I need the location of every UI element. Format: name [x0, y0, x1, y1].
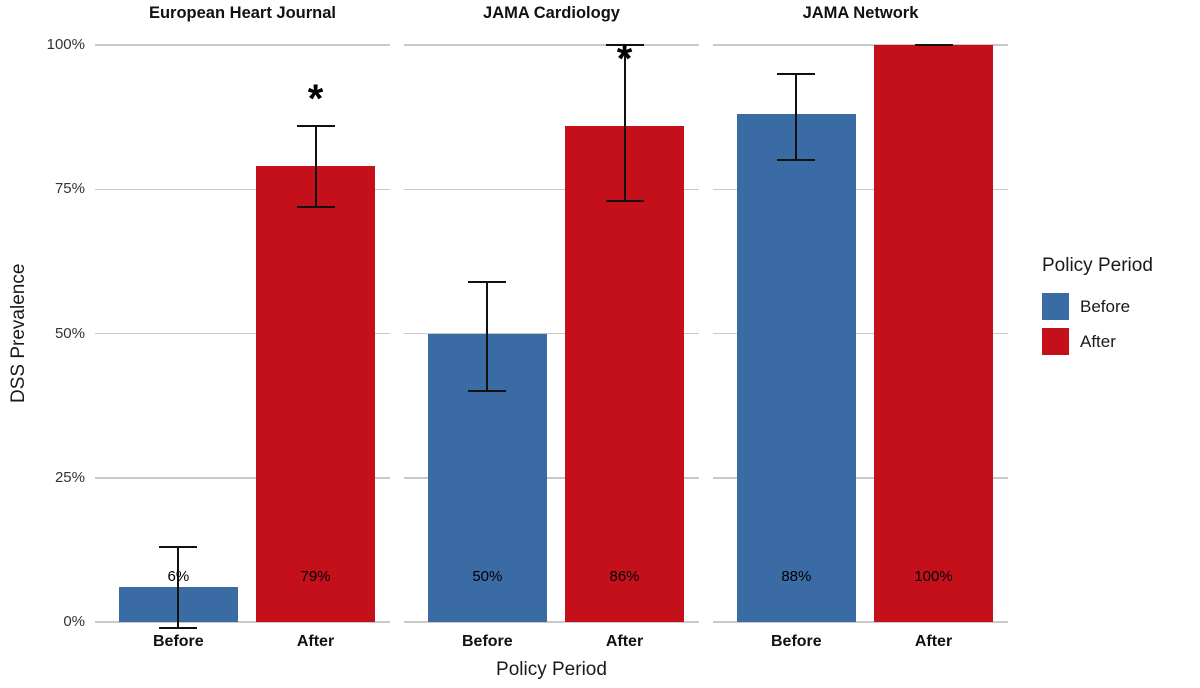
facet-panel: 6% 79% * — [95, 44, 390, 629]
gridline — [404, 621, 699, 623]
bar-after — [873, 45, 994, 622]
y-tick-label: 75% — [54, 180, 85, 198]
gridline — [404, 332, 699, 335]
bar-value-label: 86% — [609, 568, 640, 585]
bar-after — [564, 125, 685, 622]
error-bar-cap — [159, 626, 198, 629]
error-bar-line — [623, 45, 626, 201]
gridline — [713, 621, 1008, 623]
y-tick-label: 25% — [54, 468, 85, 486]
error-bar-cap — [777, 72, 816, 75]
legend-title: Policy Period — [1042, 255, 1153, 276]
gridline — [95, 477, 390, 479]
gridline — [713, 332, 1008, 335]
error-bar-cap — [296, 124, 335, 127]
legend-label: Before — [1080, 296, 1131, 316]
legend-item: After — [1042, 328, 1200, 355]
significance-asterisk: * — [307, 76, 324, 121]
x-tick-label: Before — [461, 633, 513, 650]
facet-title: JAMA Cardiology — [483, 4, 620, 22]
error-bar-line — [486, 281, 489, 392]
x-tick-label: Before — [152, 633, 204, 650]
bar-after — [255, 166, 376, 622]
gridline — [404, 44, 699, 46]
legend-swatch — [1042, 328, 1069, 355]
facet-panel: 88% 100% — [713, 44, 1008, 623]
error-bar-line — [795, 73, 798, 161]
error-bar-cap — [605, 44, 644, 46]
gridline — [95, 44, 390, 46]
gridline — [95, 621, 390, 623]
gridline — [404, 477, 699, 479]
gridline — [713, 188, 1008, 190]
gridline — [713, 44, 1008, 46]
legend: Policy Period Before After — [1042, 255, 1200, 363]
y-tick-label: 50% — [54, 324, 85, 342]
bar-value-label: 50% — [472, 568, 503, 585]
facet-panel: 50% 86% * — [404, 39, 699, 623]
error-bar-line — [314, 125, 317, 207]
bar-value-label: 79% — [300, 568, 331, 585]
error-bar-cap — [468, 390, 507, 393]
legend-label: After — [1080, 331, 1116, 351]
y-tick-label: 100% — [46, 36, 85, 53]
bar-value-label: 6% — [167, 568, 190, 585]
x-tick-label: After — [605, 633, 644, 650]
error-bar-cap — [296, 205, 335, 208]
gridline — [713, 477, 1008, 479]
legend-item: Before — [1042, 293, 1200, 320]
error-bar-cap — [605, 199, 644, 202]
gridline — [404, 188, 699, 190]
gridline — [95, 188, 390, 190]
legend-swatch — [1042, 293, 1069, 320]
x-tick-label: Before — [770, 633, 822, 650]
x-axis-title: Policy Period — [496, 659, 607, 680]
error-bar-cap — [159, 545, 198, 548]
bar-value-label: 88% — [781, 568, 812, 585]
x-tick-label: After — [914, 633, 953, 650]
bar-before — [736, 114, 857, 622]
facet-title: European Heart Journal — [148, 4, 337, 22]
bar-value-label: 100% — [914, 568, 953, 585]
gridline — [95, 332, 390, 335]
x-tick-label: After — [296, 633, 335, 650]
error-bar-cap — [468, 280, 507, 283]
significance-asterisk: * — [616, 36, 633, 81]
facet-title: JAMA Network — [802, 4, 919, 22]
error-bar-line — [177, 546, 180, 628]
error-bar-cap — [777, 159, 816, 162]
legend-items: Before After — [1042, 293, 1200, 355]
y-tick-label: 0% — [63, 613, 85, 630]
error-bar-cap — [914, 44, 953, 46]
